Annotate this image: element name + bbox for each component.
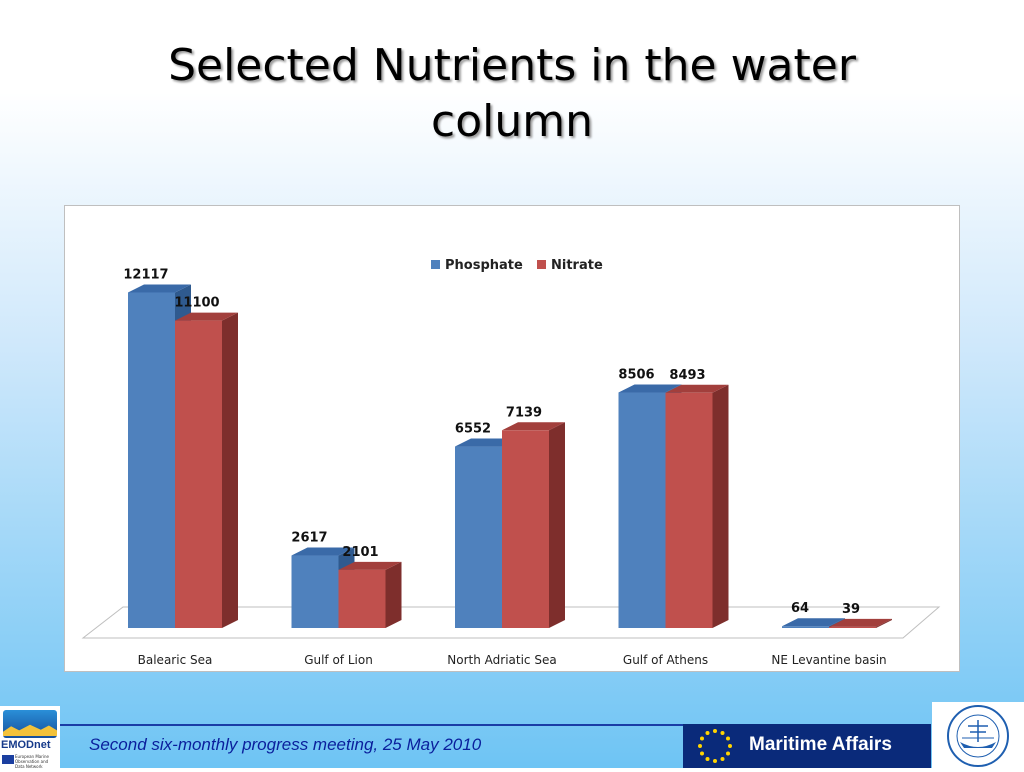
chart-legend: Phosphate Nitrate xyxy=(431,258,603,273)
bar-chart: Phosphate Nitrate 12117 11100 Balearic Sea 26… xyxy=(81,258,941,667)
legend-label-phosphate: Phosphate xyxy=(445,258,523,273)
footer-divider xyxy=(60,724,685,726)
bar-top-phosphate-gulf-of-athens xyxy=(618,384,682,393)
hcmr-logo xyxy=(932,702,1024,768)
data-label-nitrate-balearic-sea: 11100 xyxy=(174,296,219,311)
bar-nitrate-north-adriatic-sea xyxy=(502,430,549,628)
slide-title-line-1: Selected Nutrients in the water xyxy=(168,40,856,91)
bar-side-nitrate-gulf-of-athens xyxy=(712,384,729,628)
emodnet-subtitle: European Marine Observation and Data Net… xyxy=(15,754,49,769)
slide-title-line-2: column xyxy=(431,96,593,147)
category-label-ne-levantine-basin: NE Levantine basin xyxy=(771,653,886,667)
bar-nitrate-gulf-of-athens xyxy=(665,392,713,628)
category-label-gulf-of-lion: Gulf of Lion xyxy=(304,653,373,667)
emodnet-name: EMODnet xyxy=(1,739,51,751)
category-label-balearic-sea: Balearic Sea xyxy=(138,653,213,667)
bar-top-nitrate-ne-levantine-basin xyxy=(829,618,892,627)
bar-nitrate-gulf-of-lion xyxy=(338,569,386,628)
bar-top-nitrate-gulf-of-lion xyxy=(338,561,402,570)
bar-side-nitrate-ne-levantine-basin xyxy=(876,618,892,628)
data-label-nitrate-north-adriatic-sea: 7139 xyxy=(506,405,542,420)
category-label-gulf-of-athens: Gulf of Athens xyxy=(623,653,708,667)
legend-swatch-nitrate xyxy=(537,260,546,269)
legend-swatch-phosphate xyxy=(431,260,440,269)
legend-label-nitrate: Nitrate xyxy=(551,258,603,273)
eu-stars-icon xyxy=(698,729,732,763)
bar-top-phosphate-balearic-sea xyxy=(128,284,191,293)
bar-top-phosphate-ne-levantine-basin xyxy=(782,618,845,627)
data-label-phosphate-ne-levantine-basin: 64 xyxy=(791,601,809,616)
bar-phosphate-ne-levantine-basin xyxy=(782,626,829,628)
data-label-nitrate-ne-levantine-basin: 39 xyxy=(842,602,860,617)
bar-side-nitrate-balearic-sea xyxy=(222,312,238,628)
bar-phosphate-gulf-of-lion xyxy=(291,555,339,628)
bar-nitrate-ne-levantine-basin xyxy=(829,626,876,628)
chart-container: Phosphate Nitrate 12117 11100 Balearic Sea 26… xyxy=(64,205,960,672)
data-label-nitrate-gulf-of-lion: 2101 xyxy=(342,545,378,560)
maritime-affairs-logo: Maritime Affairs xyxy=(683,724,931,768)
eu-flag-icon xyxy=(2,755,14,764)
maritime-affairs-label: Maritime Affairs xyxy=(749,734,892,755)
bar-top-phosphate-gulf-of-lion xyxy=(291,547,355,556)
data-label-phosphate-gulf-of-lion: 2617 xyxy=(291,531,327,546)
ship-seal-icon xyxy=(947,705,1009,767)
slide-title: Selected Nutrients in the water column xyxy=(0,38,1024,150)
bar-phosphate-north-adriatic-sea xyxy=(455,446,502,628)
data-label-nitrate-gulf-of-athens: 8493 xyxy=(669,368,705,383)
footer-text: Second six-monthly progress meeting, 25 … xyxy=(89,735,482,754)
bar-phosphate-balearic-sea xyxy=(128,292,175,628)
bar-top-nitrate-gulf-of-athens xyxy=(665,384,729,393)
bar-side-nitrate-gulf-of-lion xyxy=(385,561,402,628)
category-label-north-adriatic-sea: North Adriatic Sea xyxy=(447,653,556,667)
data-label-phosphate-balearic-sea: 12117 xyxy=(123,267,168,282)
bar-top-nitrate-north-adriatic-sea xyxy=(502,422,565,431)
data-label-phosphate-north-adriatic-sea: 6552 xyxy=(455,422,491,437)
bar-side-nitrate-north-adriatic-sea xyxy=(549,422,565,628)
bar-top-nitrate-balearic-sea xyxy=(175,312,238,321)
bar-nitrate-balearic-sea xyxy=(175,320,222,628)
emodnet-logo: EMODnet European Marine Observation and … xyxy=(0,706,60,769)
bar-phosphate-gulf-of-athens xyxy=(618,392,666,628)
data-label-phosphate-gulf-of-athens: 8506 xyxy=(618,367,654,382)
